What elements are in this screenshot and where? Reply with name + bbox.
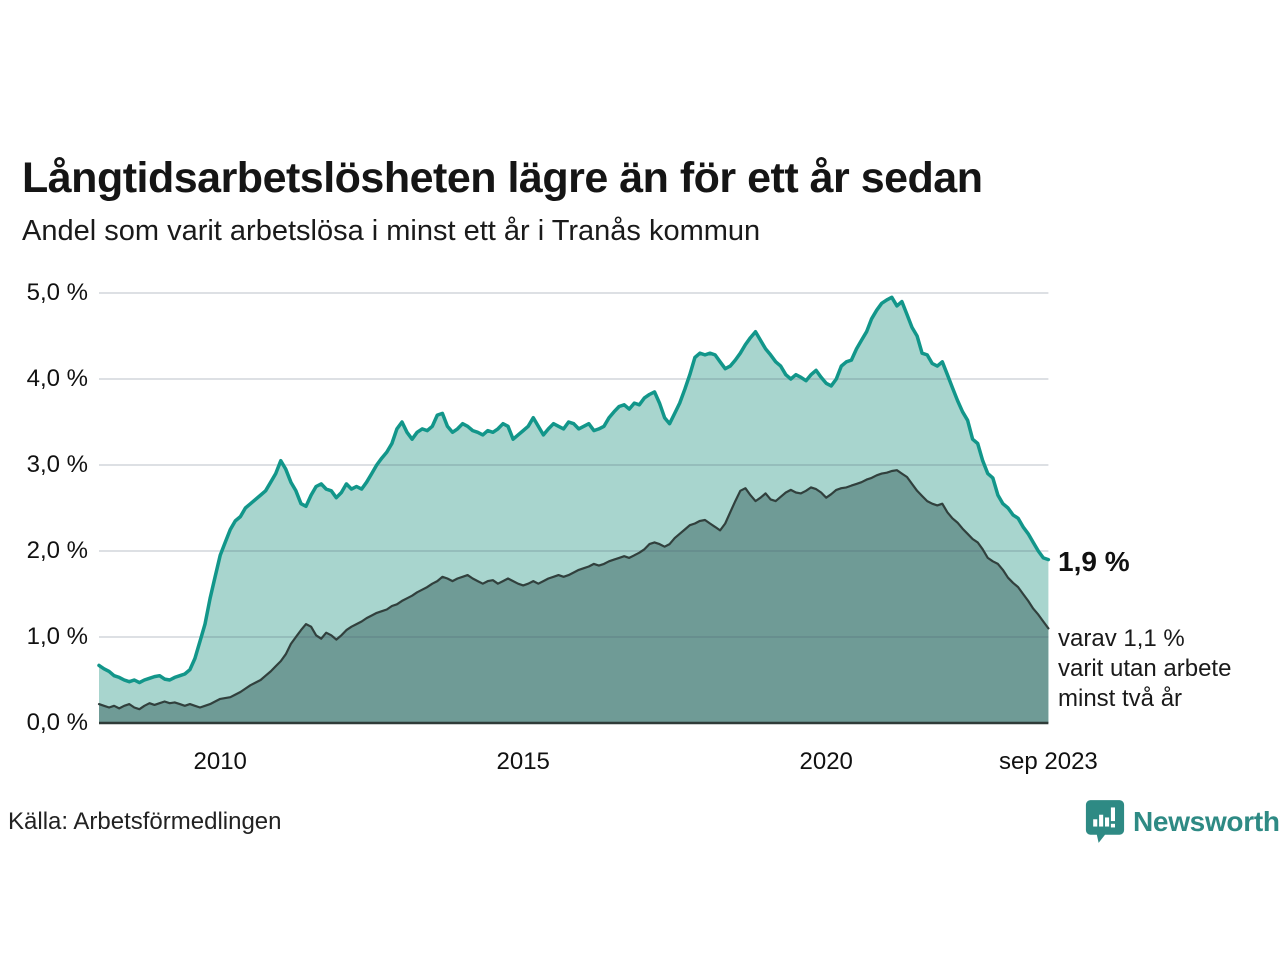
page-title: Långtidsarbetslösheten lägre än för ett …: [22, 153, 983, 202]
x-tick-label-3: 2020: [799, 748, 853, 775]
chart-subtitle: Andel som varit arbetslösa i minst ett å…: [22, 215, 761, 247]
x-tick-label-4: sep 2023: [999, 748, 1098, 775]
y-tick-label-0: 0,0 %: [26, 709, 88, 736]
newsworthy-bubble-icon: [1085, 800, 1125, 843]
y-tick-label-2: 2,0 %: [26, 537, 88, 564]
end-sub-line-2: varit utan arbete: [1058, 655, 1232, 682]
y-tick-label-4: 4,0 %: [26, 365, 88, 392]
end-value-label: 1,9 %: [1058, 546, 1130, 577]
end-sub-line-1: varav 1,1 %: [1058, 625, 1185, 652]
brand-logo: Newsworthy: [1085, 797, 1280, 847]
bar-chart-glyph: [1093, 807, 1115, 828]
y-tick-label-5: 5,0 %: [26, 279, 88, 306]
y-tick-label-3: 3,0 %: [26, 451, 88, 478]
x-tick-label-2: 2015: [496, 748, 550, 775]
series-area-2: [99, 470, 1049, 723]
source-label: Källa: Arbetsförmedlingen: [8, 808, 282, 835]
brand-name: Newsworthy: [1133, 806, 1280, 837]
series-line-2: [97, 469, 1050, 711]
x-tick-label-1: 2010: [193, 748, 247, 775]
end-sub-line-3: minst två år: [1058, 685, 1183, 712]
series-line-1: [97, 295, 1051, 685]
end-sub-label: varav 1,1 % varit utan arbete minst två …: [1058, 624, 1231, 714]
y-tick-label-1: 1,0 %: [26, 623, 88, 650]
